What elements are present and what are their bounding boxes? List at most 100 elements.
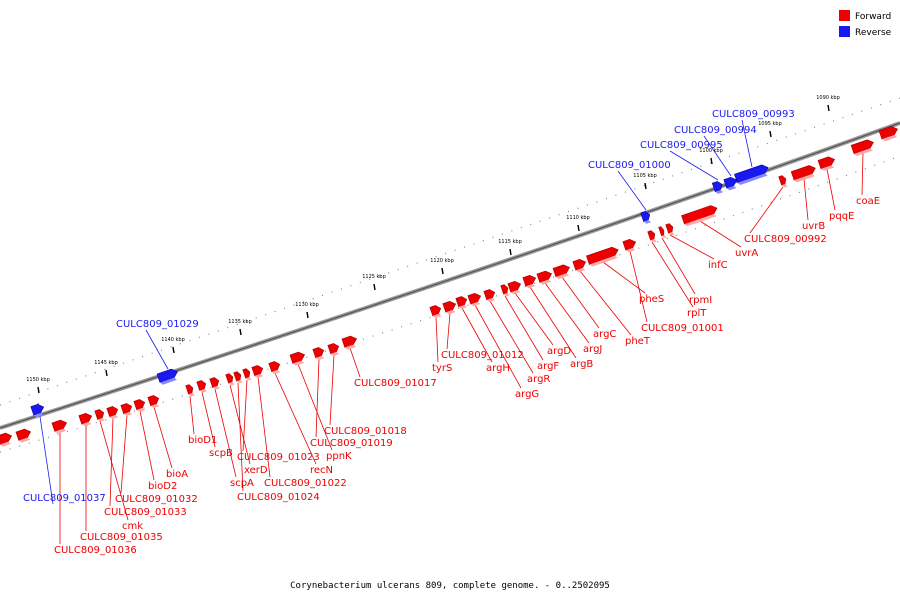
gene-label-culc809-01019[interactable]: CULC809_01019 [310,438,393,449]
gene-label-argf[interactable]: argF [537,361,559,372]
gene-label-biod2[interactable]: bioD2 [148,481,177,492]
gene-label-scpa[interactable]: scpA [230,478,254,489]
gene-recn[interactable] [268,360,282,375]
gene-unlabeled[interactable] [878,125,900,142]
gene-culc809-01032[interactable] [120,402,134,417]
gene-rpmi[interactable] [658,226,667,239]
gene-label-argr[interactable]: argR [527,374,550,385]
gene-label-bioa[interactable]: bioA [166,469,188,480]
gene-culc809-01001[interactable] [622,238,638,253]
gene-label-uvra[interactable]: uvrA [735,248,758,259]
gene-culc809-01035[interactable] [78,412,94,427]
gene-culc809-01024[interactable] [233,371,244,384]
gene-phet[interactable] [572,258,588,273]
gene-argg[interactable] [467,292,483,307]
gene-label-culc809-01018[interactable]: CULC809_01018 [324,426,407,437]
gene-label-infc[interactable]: infC [708,260,728,271]
gene-label-ppnk[interactable]: ppnK [326,451,352,462]
gene-coae[interactable] [850,138,876,157]
gene-label-culc809-01022[interactable]: CULC809_01022 [264,478,347,489]
gene-label-culc809-00994[interactable]: CULC809_00994 [674,125,757,136]
gene-label-culc809-00993[interactable]: CULC809_00993 [712,109,795,120]
gene-culc809-00995[interactable] [711,180,724,194]
scale-tick [644,182,647,190]
gene-label-culc809-01032[interactable]: CULC809_01032 [115,494,198,505]
gene-label-culc809-01001[interactable]: CULC809_01001 [641,323,724,334]
gene-pqqe[interactable] [817,155,837,172]
gene-scpa[interactable] [209,376,221,390]
gene-label-culc809-01037[interactable]: CULC809_01037 [23,493,106,504]
gene-culc809-01000[interactable] [640,210,652,224]
gene-label-culc809-00995[interactable]: CULC809_00995 [640,140,723,151]
gene-culc809-01033[interactable] [106,405,120,420]
gene-label-argh[interactable]: argH [486,363,510,374]
gene-uvrb[interactable] [790,164,818,183]
gene-argc[interactable] [552,263,572,280]
gene-label-rplt[interactable]: rplT [687,308,707,319]
gene-label-pqqe[interactable]: pqqE [829,211,854,222]
gene-argf[interactable] [500,284,511,297]
gene-label-recn[interactable]: recN [310,465,333,476]
gene-label-phet[interactable]: pheT [625,336,651,347]
gene-label-culc809-01012[interactable]: CULC809_01012 [441,350,524,361]
gene-label-cmk[interactable]: cmk [122,521,143,532]
gene-ppnk[interactable] [289,350,307,366]
gene-label-culc809-01024[interactable]: CULC809_01024 [237,492,320,503]
leader-line [349,347,361,378]
gene-label-uvrb[interactable]: uvrB [802,221,825,232]
gene-label-argc[interactable]: argC [593,329,616,340]
gene-bioa[interactable] [147,394,161,409]
gene-label-argg[interactable]: argG [515,389,539,400]
gene-unlabeled[interactable] [0,431,14,447]
gene-label-scpb[interactable]: scpB [209,448,233,459]
gene-argd[interactable] [507,280,523,295]
gene-label-culc809-01000[interactable]: CULC809_01000 [588,160,671,171]
gene-label-rpmi[interactable]: rpmI [689,295,712,306]
gene-label-argb[interactable]: argB [570,359,593,370]
gene-culc809-01036[interactable] [51,418,69,434]
gene-label-culc809-00992[interactable]: CULC809_00992 [744,234,827,245]
gene-infc[interactable] [665,223,676,236]
gene-argb[interactable] [522,274,538,289]
gene-label-coae[interactable]: coaE [856,196,880,207]
gene-label-argj[interactable]: argJ [583,344,602,355]
gene-tyrs[interactable] [429,304,443,319]
gene-scpb[interactable] [196,379,208,393]
gene-biod1[interactable] [185,384,196,397]
gene-label-tyrs[interactable]: tyrS [432,363,452,374]
gene-culc809-01037[interactable] [30,403,46,418]
gene-label-xerd[interactable]: xerD [244,465,268,476]
gene-culc809-01029[interactable] [156,367,180,385]
gene-label-culc809-01033[interactable]: CULC809_01033 [104,507,187,518]
gene-argr[interactable] [483,288,497,303]
gene-cmk[interactable] [94,408,106,422]
gene-argh[interactable] [455,295,469,310]
gene-uvra[interactable] [681,204,720,227]
gene-label-biod1[interactable]: bioD1 [188,435,217,446]
gene-culc809-01012[interactable] [442,300,458,315]
gene-label-argd[interactable]: argD [547,346,571,357]
gene-culc809-00994[interactable] [723,176,739,191]
gene-label-culc809-01023[interactable]: CULC809_01023 [237,452,320,463]
legend-forward-label: Forward [855,12,891,22]
gene-label-culc809-01035[interactable]: CULC809_01035 [80,532,163,543]
gene-culc809-01019[interactable] [312,346,326,361]
gene-biod2[interactable] [133,398,147,413]
scale-tick [37,386,40,394]
gene-label-culc809-01017[interactable]: CULC809_01017 [354,378,437,389]
gene-unlabeled[interactable] [15,427,33,443]
gene-phes[interactable] [586,246,620,268]
gene-culc809-00992[interactable] [778,175,789,188]
gene-xerd[interactable] [225,373,236,386]
gene-culc809-01018[interactable] [327,342,341,357]
leader-line [315,358,320,438]
gene-label-culc809-01036[interactable]: CULC809_01036 [54,545,137,556]
gene-culc809-00993[interactable] [734,163,770,185]
gene-argj[interactable] [536,269,554,285]
gene-rplt[interactable] [647,230,658,243]
gene-culc809-01022[interactable] [251,364,265,379]
gene-culc809-01017[interactable] [341,334,359,350]
gene-label-culc809-01029[interactable]: CULC809_01029 [116,319,199,330]
gene-label-phes[interactable]: pheS [639,294,664,305]
gene-culc809-01023[interactable] [242,368,253,381]
